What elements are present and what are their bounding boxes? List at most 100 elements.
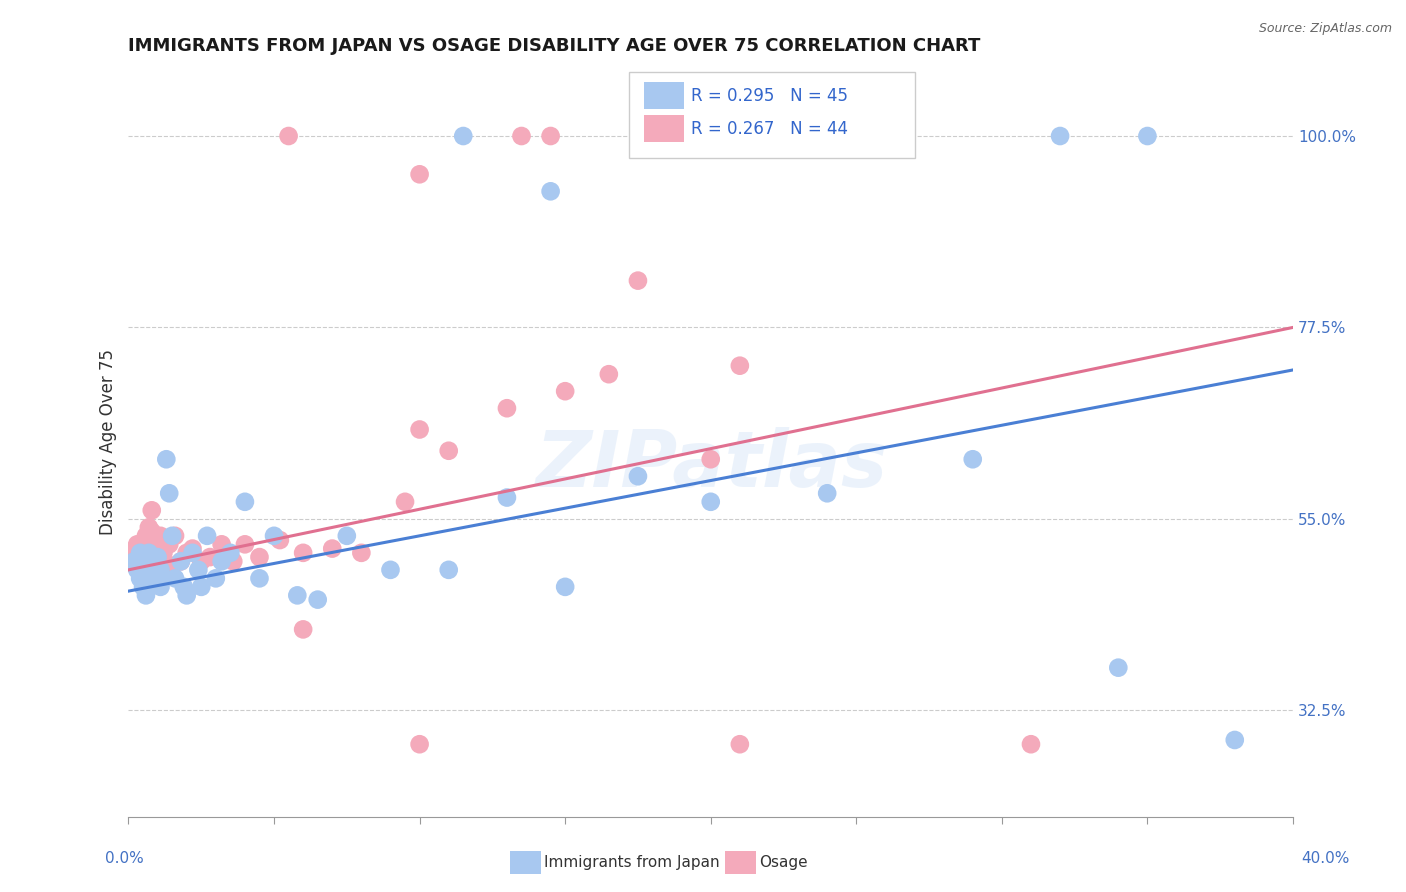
Point	[554, 580, 576, 594]
FancyBboxPatch shape	[630, 71, 914, 158]
Text: 40.0%: 40.0%	[1302, 852, 1350, 866]
Point	[138, 546, 160, 560]
Point	[157, 537, 180, 551]
Point	[336, 529, 359, 543]
Point	[269, 533, 291, 547]
Point	[307, 592, 329, 607]
FancyBboxPatch shape	[644, 115, 683, 142]
Point	[540, 128, 562, 143]
Point	[127, 563, 149, 577]
Point	[149, 580, 172, 594]
Point	[277, 128, 299, 143]
Text: Immigrants from Japan: Immigrants from Japan	[544, 855, 720, 870]
Point	[728, 359, 751, 373]
Point	[510, 128, 533, 143]
Point	[157, 486, 180, 500]
Point	[598, 368, 620, 382]
Point	[198, 550, 221, 565]
Point	[165, 529, 187, 543]
Point	[141, 503, 163, 517]
Point	[138, 520, 160, 534]
Point	[132, 580, 155, 594]
Point	[554, 384, 576, 399]
Text: IMMIGRANTS FROM JAPAN VS OSAGE DISABILITY AGE OVER 75 CORRELATION CHART: IMMIGRANTS FROM JAPAN VS OSAGE DISABILIT…	[128, 37, 981, 55]
Point	[627, 469, 650, 483]
Point	[1019, 737, 1042, 751]
Point	[173, 580, 195, 594]
Point	[141, 524, 163, 539]
Point	[181, 541, 204, 556]
Point	[1136, 128, 1159, 143]
Point	[155, 452, 177, 467]
Point	[437, 443, 460, 458]
Point	[496, 491, 519, 505]
Point	[124, 546, 146, 560]
Point	[437, 563, 460, 577]
Point	[451, 128, 474, 143]
Point	[149, 563, 172, 577]
Point	[219, 546, 242, 560]
Point	[211, 554, 233, 568]
Point	[124, 554, 146, 568]
Point	[195, 529, 218, 543]
Point	[249, 571, 271, 585]
Point	[181, 546, 204, 560]
Point	[204, 571, 226, 585]
Point	[190, 580, 212, 594]
Point	[222, 554, 245, 568]
Point	[135, 588, 157, 602]
Point	[149, 529, 172, 543]
Point	[129, 571, 152, 585]
Point	[127, 537, 149, 551]
Point	[190, 554, 212, 568]
Point	[132, 563, 155, 577]
Point	[138, 546, 160, 560]
Point	[135, 554, 157, 568]
Point	[321, 541, 343, 556]
Text: R = 0.295   N = 45: R = 0.295 N = 45	[690, 87, 848, 104]
Point	[146, 550, 169, 565]
Point	[165, 571, 187, 585]
Point	[143, 546, 166, 560]
Point	[1049, 128, 1071, 143]
Point	[152, 546, 174, 560]
Point	[141, 575, 163, 590]
Point	[292, 546, 315, 560]
Point	[233, 495, 256, 509]
Point	[496, 401, 519, 416]
Text: Source: ZipAtlas.com: Source: ZipAtlas.com	[1258, 22, 1392, 36]
Point	[540, 184, 562, 198]
Point	[627, 274, 650, 288]
Point	[170, 554, 193, 568]
Point	[699, 495, 721, 509]
Y-axis label: Disability Age Over 75: Disability Age Over 75	[100, 350, 117, 535]
Point	[292, 623, 315, 637]
Point	[146, 563, 169, 577]
Point	[1223, 733, 1246, 747]
Point	[138, 563, 160, 577]
Point	[350, 546, 373, 560]
Point	[380, 563, 402, 577]
Point	[699, 452, 721, 467]
Point	[408, 737, 430, 751]
Point	[176, 546, 198, 560]
Point	[1107, 661, 1129, 675]
Point	[129, 554, 152, 568]
Text: ZIPatlas: ZIPatlas	[534, 426, 887, 503]
Point	[143, 558, 166, 573]
Point	[815, 486, 838, 500]
Point	[170, 554, 193, 568]
Text: 0.0%: 0.0%	[105, 852, 145, 866]
Text: R = 0.267   N = 44: R = 0.267 N = 44	[690, 120, 848, 137]
Point	[408, 422, 430, 436]
Point	[176, 588, 198, 602]
Point	[146, 541, 169, 556]
Point	[160, 558, 183, 573]
Point	[394, 495, 416, 509]
Point	[211, 537, 233, 551]
Text: Osage: Osage	[759, 855, 808, 870]
Point	[152, 571, 174, 585]
Point	[285, 588, 308, 602]
Point	[135, 550, 157, 565]
Point	[728, 737, 751, 751]
